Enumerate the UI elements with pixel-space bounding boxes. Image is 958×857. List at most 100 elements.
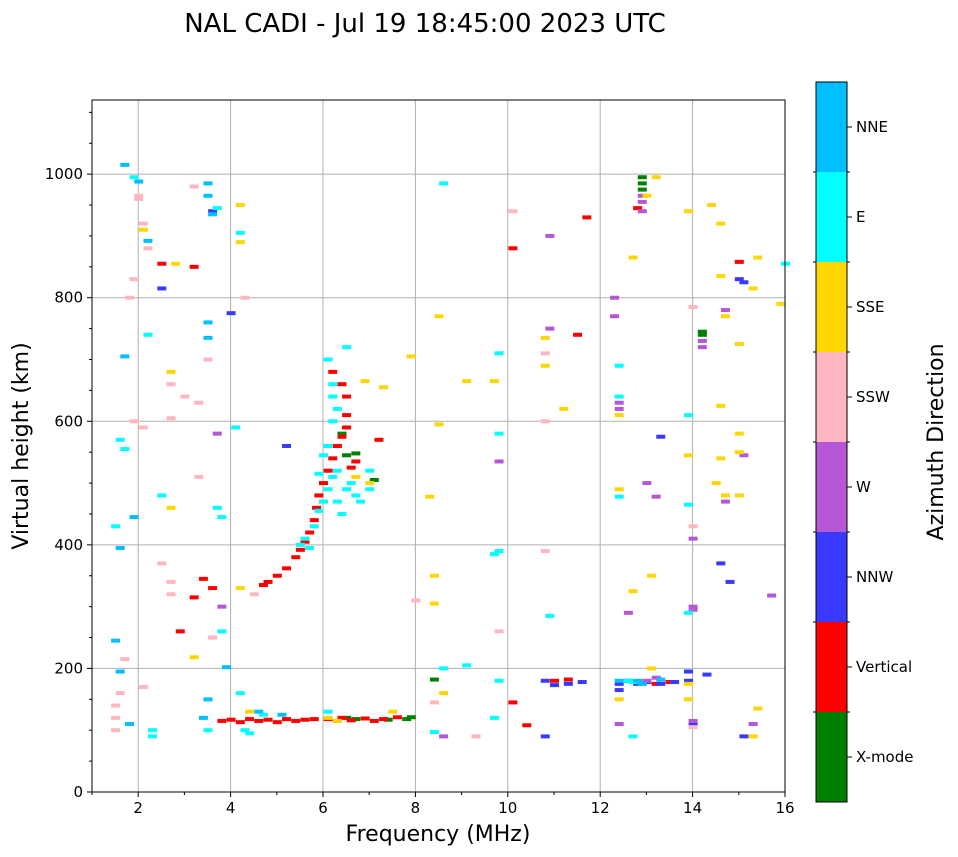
data-point (637, 181, 647, 186)
data-point (360, 379, 370, 384)
data-point (194, 400, 204, 405)
data-point (208, 586, 218, 591)
y-axis-ticks: 0 200 400 600 800 1000 (45, 111, 92, 801)
data-point (365, 481, 375, 486)
data-point (282, 717, 292, 722)
data-point (138, 227, 148, 232)
data-point (711, 481, 721, 486)
data-point (614, 363, 624, 368)
data-point (332, 718, 342, 723)
y-tick-label: 400 (54, 536, 83, 554)
data-point (725, 579, 735, 584)
data-point (628, 734, 638, 739)
data-point (314, 493, 324, 498)
data-point (651, 681, 661, 686)
data-point (683, 678, 693, 683)
data-point (683, 610, 693, 615)
data-point (115, 545, 125, 550)
colorbar-swatch (816, 352, 847, 442)
data-point (351, 474, 361, 479)
data-point (494, 549, 504, 554)
data-point (226, 717, 236, 722)
data-point (166, 416, 176, 421)
data-point (129, 277, 139, 282)
data-point (637, 209, 647, 214)
data-point (697, 332, 707, 337)
data-point (272, 573, 282, 578)
data-point (337, 434, 347, 439)
data-point (637, 193, 647, 198)
data-point (309, 518, 319, 523)
data-point (115, 691, 125, 696)
data-point (439, 734, 449, 739)
data-point (208, 212, 218, 217)
data-point (633, 206, 643, 211)
data-point (637, 681, 647, 686)
data-point (642, 481, 652, 486)
data-point (189, 264, 199, 269)
data-point (235, 586, 245, 591)
data-point (342, 487, 352, 492)
data-point (203, 181, 213, 186)
data-point (406, 354, 416, 359)
series-vertical (157, 206, 744, 728)
data-point (138, 221, 148, 226)
y-axis-label: Virtual height (km) (9, 342, 34, 549)
data-point (198, 715, 208, 720)
data-point (614, 688, 624, 693)
data-point (508, 246, 518, 251)
colorbar-label-item: E (856, 208, 865, 226)
data-point (365, 487, 375, 492)
data-point (166, 369, 176, 374)
data-point (258, 712, 268, 717)
data-point (189, 655, 199, 660)
data-point (245, 717, 255, 722)
data-point (748, 286, 758, 291)
data-point (716, 274, 726, 279)
data-point (563, 681, 573, 686)
data-point (332, 468, 342, 473)
data-points (111, 162, 790, 739)
data-point (688, 536, 698, 541)
colorbar-label-item: SSW (856, 388, 890, 406)
data-point (425, 494, 435, 499)
data-point (720, 314, 730, 319)
data-point (305, 530, 315, 535)
data-point (194, 474, 204, 479)
data-point (683, 413, 693, 418)
data-point (180, 394, 190, 399)
data-point (522, 723, 532, 728)
data-point (637, 199, 647, 204)
data-point (392, 715, 402, 720)
data-point (610, 295, 620, 300)
grid-lines (92, 100, 786, 792)
data-point (115, 669, 125, 674)
data-point (198, 576, 208, 581)
data-point (429, 730, 439, 735)
data-point (494, 459, 504, 464)
data-point (129, 419, 139, 424)
data-point (319, 499, 328, 504)
data-point (217, 515, 227, 520)
data-point (716, 561, 726, 566)
data-point (508, 209, 518, 214)
data-point (217, 718, 227, 723)
data-point (300, 717, 310, 722)
data-point (683, 697, 693, 702)
colorbar-frame (815, 81, 848, 803)
data-point (323, 357, 333, 362)
data-point (360, 716, 370, 721)
data-point (337, 511, 347, 516)
data-point (540, 549, 550, 554)
x-tick-label: 10 (498, 799, 517, 817)
data-point (462, 663, 472, 668)
data-point (337, 382, 347, 387)
data-point (651, 175, 661, 180)
data-point (628, 589, 638, 594)
data-point (115, 437, 125, 442)
data-point (328, 369, 338, 374)
data-point (124, 295, 134, 300)
colorbar-swatch (816, 172, 847, 262)
data-point (688, 718, 698, 723)
data-point (429, 700, 439, 705)
